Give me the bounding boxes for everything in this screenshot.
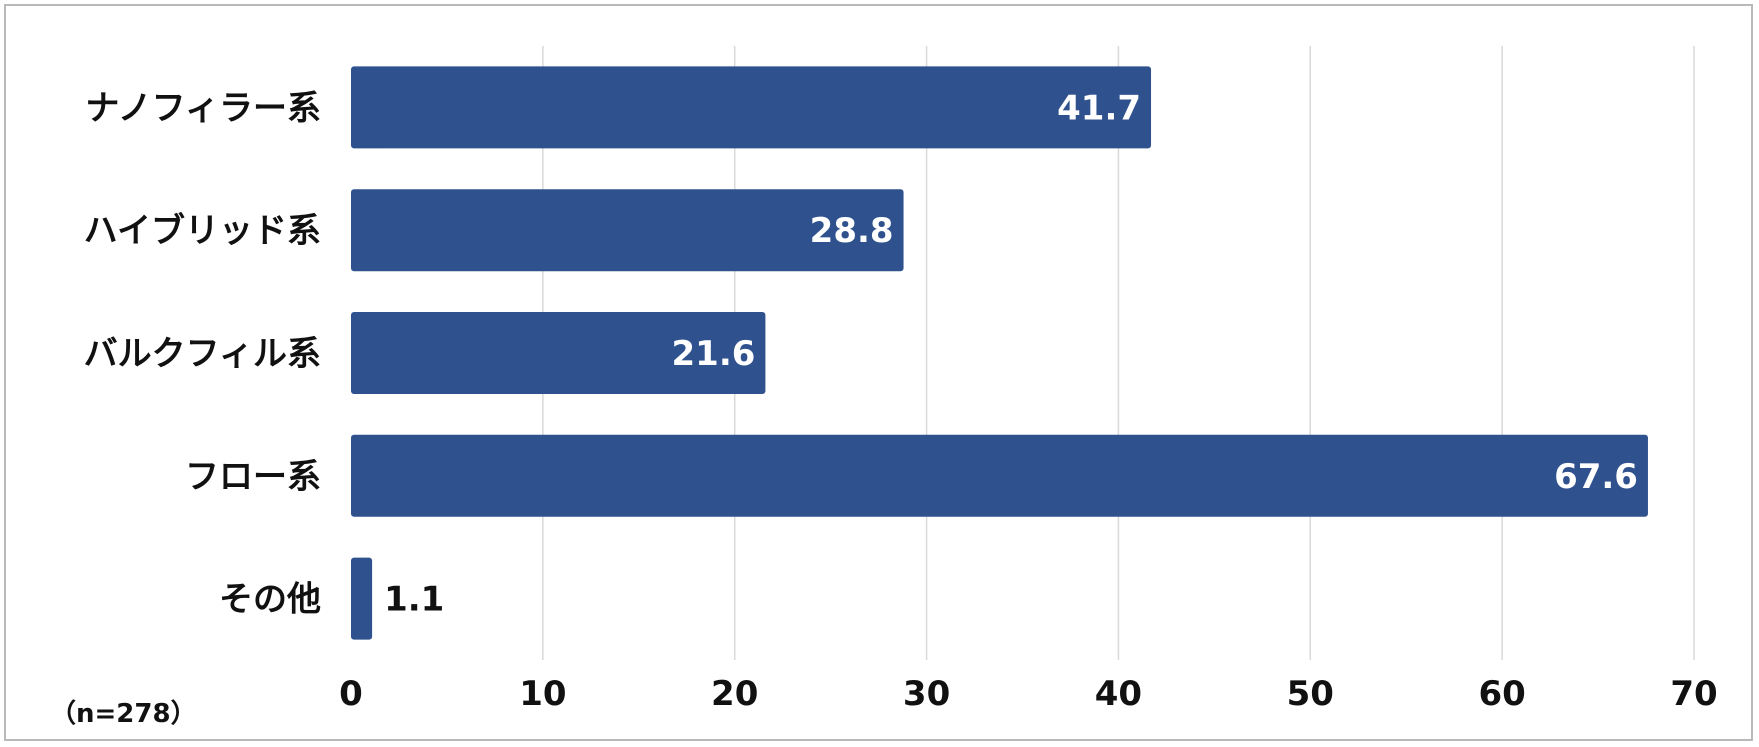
bar-value-label: 41.7 bbox=[1057, 88, 1141, 128]
x-tick-labels: 0 10 20 30 40 50 60 70 bbox=[339, 674, 1718, 714]
x-tick-label: 30 bbox=[903, 674, 950, 714]
sample-size-note: （n=278） bbox=[50, 699, 197, 729]
bar-2 bbox=[351, 312, 766, 394]
category-label: バルクフィル系 bbox=[84, 334, 321, 374]
category-label: その他 bbox=[219, 580, 321, 620]
x-tick-label: 50 bbox=[1287, 674, 1334, 714]
x-tick-label: 60 bbox=[1478, 674, 1525, 714]
bar-1 bbox=[351, 189, 904, 272]
x-tick-label: 70 bbox=[1670, 674, 1717, 714]
bar-value-label: 21.6 bbox=[672, 334, 756, 374]
bar-value-label: 28.8 bbox=[810, 211, 894, 251]
bar-value-label: 67.6 bbox=[1554, 457, 1638, 497]
bars: 41.7 28.8 21.6 67.6 1.1 bbox=[351, 66, 1648, 640]
bar-3 bbox=[351, 434, 1648, 517]
x-tick-label: 10 bbox=[519, 674, 566, 714]
x-tick-label: 0 bbox=[339, 674, 363, 714]
bar-4 bbox=[351, 557, 373, 640]
bar-value-label: 1.1 bbox=[384, 580, 444, 620]
x-tick-label: 40 bbox=[1095, 674, 1142, 714]
category-label: ハイブリッド系 bbox=[84, 211, 321, 251]
x-tick-label: 20 bbox=[711, 674, 758, 714]
category-label: フロー系 bbox=[185, 457, 321, 497]
bar-0 bbox=[351, 66, 1152, 149]
category-label: ナノフィラー系 bbox=[85, 88, 321, 128]
